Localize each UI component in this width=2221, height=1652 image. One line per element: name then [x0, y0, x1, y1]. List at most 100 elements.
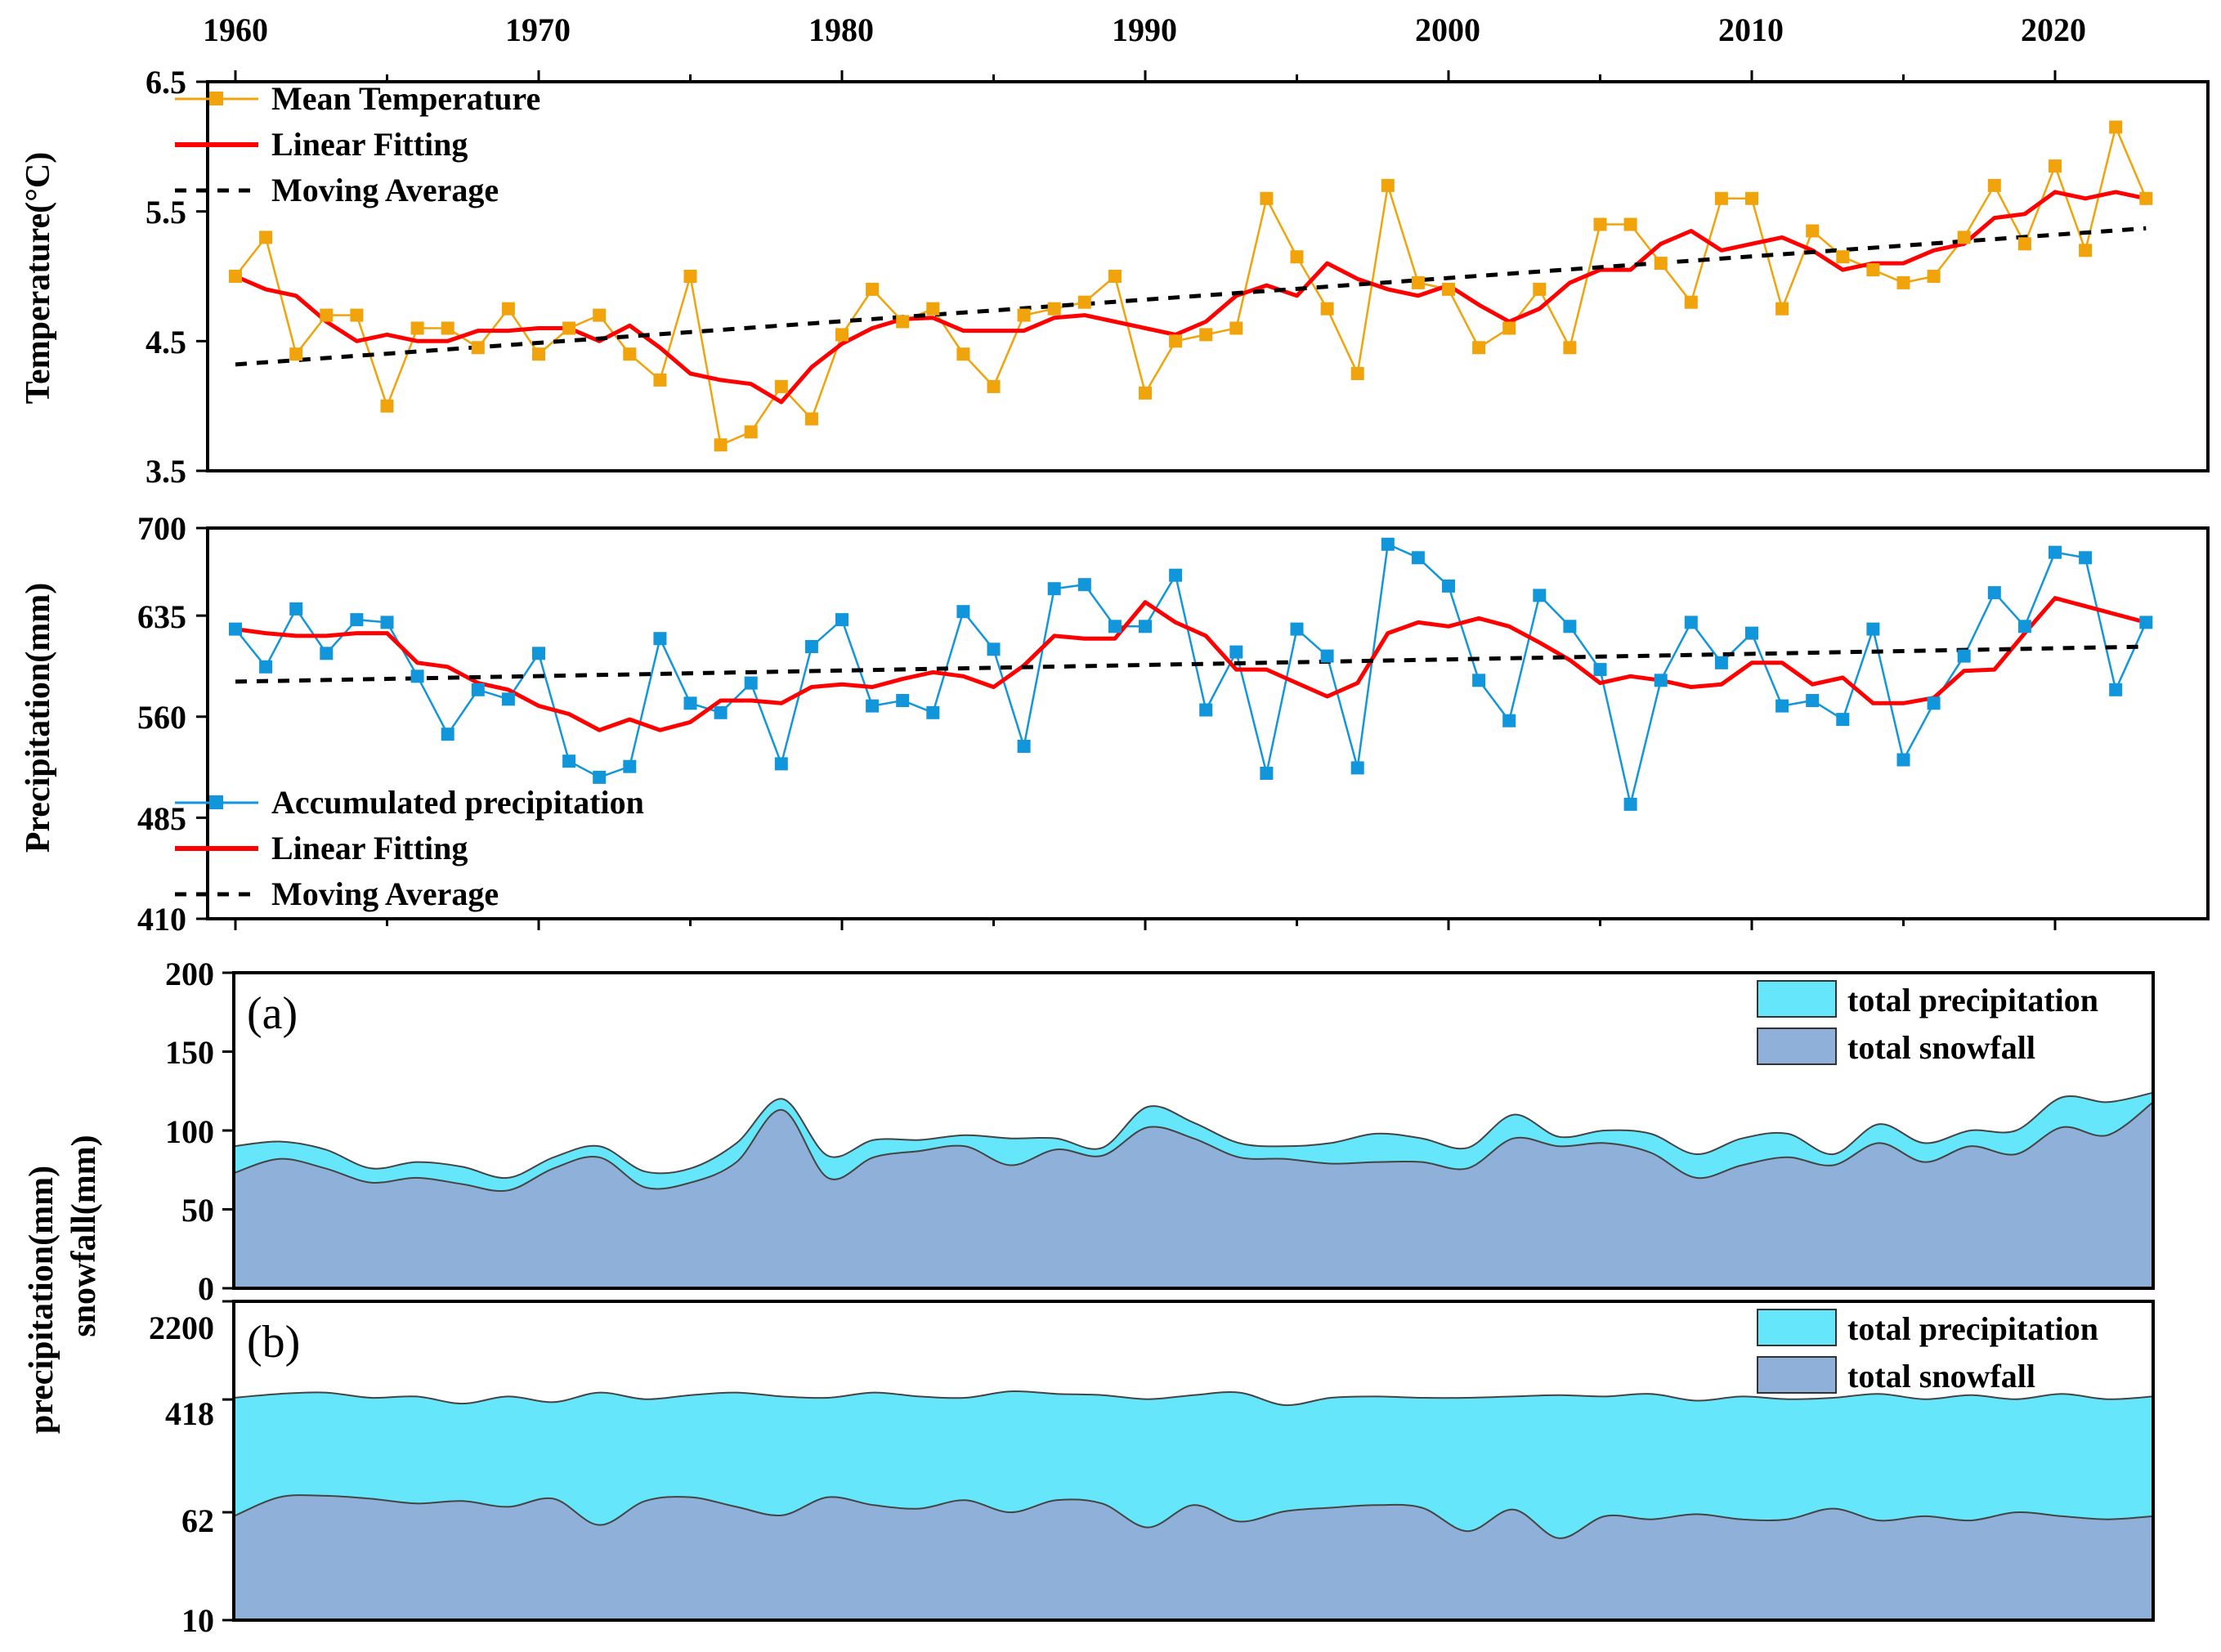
panel-a: 200 150 100 50 0 (a) total precipitation… [165, 956, 2155, 1307]
data-point-marker [714, 438, 728, 452]
data-point-marker [896, 694, 910, 707]
data-point-marker [866, 699, 880, 713]
x-tick-label: 1960 [203, 11, 268, 48]
x-tick-label: 2020 [2021, 11, 2086, 48]
data-point-marker [1806, 224, 1820, 238]
data-point-marker [562, 321, 576, 335]
data-point-marker [1108, 270, 1122, 283]
data-point-marker [1199, 328, 1213, 342]
temperature-legend: Mean Temperature Linear Fitting Moving A… [175, 80, 540, 208]
y-tick-label: 150 [165, 1034, 214, 1071]
data-point-marker [1593, 217, 1607, 231]
data-point-marker [1108, 620, 1122, 633]
panel-a-plot-frame [232, 971, 2155, 1290]
panel-b-y-ticks [222, 1300, 234, 1622]
data-point-marker [714, 705, 728, 719]
data-point-marker [1350, 761, 1364, 775]
data-point-marker [1139, 620, 1152, 633]
legend-mean-temperature-label: Mean Temperature [271, 80, 540, 117]
data-point-marker [1623, 797, 1637, 811]
data-point-marker [471, 683, 485, 696]
area-outline-total-snowfall [233, 1494, 2154, 1539]
x-tick-label: 1980 [808, 11, 874, 48]
data-point-marker [653, 632, 667, 646]
top-x-axis-tick-labels: 1960 1970 1980 1990 2000 2010 2020 [203, 11, 2086, 48]
data-point-marker [593, 770, 607, 784]
y-tick-label: 5.5 [146, 194, 186, 231]
data-point-marker [1139, 386, 1152, 400]
temperature-y-axis-label: Temperature(°C) [20, 152, 57, 404]
data-point-marker [987, 379, 1001, 393]
data-point-marker [1745, 191, 1758, 205]
data-point-marker [1684, 616, 1698, 629]
precipitation-plot-frame [206, 526, 2210, 920]
x-tick-label: 1970 [505, 11, 571, 48]
data-point-marker [1350, 367, 1364, 380]
legend-moving-average-label: Moving Average [271, 875, 499, 912]
y-tick-label: 2200 [149, 1310, 214, 1346]
data-point-marker [2017, 237, 2031, 251]
data-point-marker [410, 669, 424, 683]
precipitation-y-axis-label-shared: precipitation(mm) [23, 1166, 60, 1434]
y-tick-label: 50 [181, 1192, 214, 1229]
y-tick-label: 4.5 [146, 324, 186, 360]
data-point-marker [229, 622, 242, 636]
data-point-marker [2049, 545, 2062, 559]
data-point-marker [1320, 302, 1334, 316]
data-point-marker [956, 347, 970, 361]
data-point-marker [2049, 159, 2062, 173]
data-point-marker [1533, 282, 1547, 296]
panel-b-series [233, 1390, 2154, 1620]
data-point-marker [501, 692, 515, 706]
data-point-marker [774, 757, 788, 771]
data-point-marker [1229, 321, 1243, 335]
data-point-marker [593, 308, 607, 322]
data-point-marker [987, 642, 1001, 656]
data-point-marker [1775, 699, 1789, 713]
data-point-marker [1927, 696, 1941, 710]
data-point-marker [1775, 302, 1789, 316]
data-point-marker [926, 705, 940, 719]
data-point-marker [1836, 713, 1850, 727]
data-point-marker [1047, 582, 1061, 596]
legend-total-precipitation-swatch [1757, 1309, 1837, 1346]
data-point-marker [380, 399, 394, 413]
data-point-marker [1866, 622, 1880, 636]
legend-total-snowfall-swatch [1757, 1027, 1837, 1065]
data-point-marker [1442, 579, 1455, 593]
data-point-marker [1442, 282, 1455, 296]
data-point-marker [1502, 321, 1516, 335]
precipitation-panel: 700 635 560 485 410 Precipitation(mm) Ac… [20, 510, 2210, 938]
series-line-moving-average [235, 226, 2147, 367]
data-point-marker [1077, 578, 1091, 592]
data-point-marker [866, 282, 880, 296]
data-point-marker [1320, 649, 1334, 663]
x-tick-label: 2010 [1718, 11, 1784, 48]
data-point-marker [1987, 586, 2001, 600]
y-tick-label: 62 [181, 1502, 214, 1539]
data-point-marker [835, 328, 849, 342]
snowfall-y-axis-label-shared: snowfall(mm) [65, 1135, 103, 1336]
data-point-marker [1563, 620, 1577, 633]
y-tick-label: 100 [165, 1113, 214, 1150]
data-point-marker [289, 602, 303, 616]
data-point-marker [410, 321, 424, 335]
x-tick-label: 2000 [1415, 11, 1480, 48]
data-point-marker [926, 302, 940, 316]
data-point-marker [1866, 263, 1880, 277]
y-tick-label: 0 [198, 1270, 214, 1307]
panel-a-letter: (a) [247, 988, 298, 1039]
legend-moving-average-label: Moving Average [271, 172, 499, 208]
series-line-linear-fitting [235, 190, 2147, 405]
y-tick-label: 635 [137, 598, 186, 635]
data-point-marker [1684, 295, 1698, 309]
data-point-marker [804, 412, 818, 426]
data-point-marker [1411, 275, 1425, 289]
data-point-marker [1745, 626, 1758, 640]
data-point-marker [532, 647, 545, 660]
y-tick-label: 560 [137, 699, 186, 736]
legend-total-precipitation-label: total precipitation [1847, 982, 2098, 1019]
data-point-marker [835, 613, 849, 627]
temperature-plot-frame [206, 80, 2210, 472]
area-total-snowfall [234, 1102, 2153, 1288]
